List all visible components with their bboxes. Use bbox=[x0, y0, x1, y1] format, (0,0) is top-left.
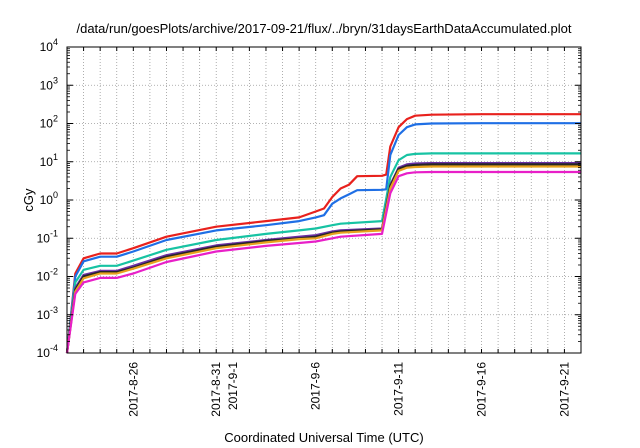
y-tick-exponent: 1 bbox=[53, 152, 58, 162]
y-tick-label: 10-3 bbox=[37, 305, 58, 322]
y-tick-exponent: 0 bbox=[53, 190, 58, 200]
x-tick-label: 2017-9-6 bbox=[309, 362, 323, 410]
y-tick-exponent: -4 bbox=[50, 343, 58, 353]
x-tick-label: 2017-9-1 bbox=[226, 362, 240, 410]
y-tick-base: 10 bbox=[37, 231, 51, 245]
y-tick-label: 10-2 bbox=[37, 267, 58, 284]
series-line bbox=[65, 163, 581, 354]
y-tick-base: 10 bbox=[40, 117, 54, 131]
grid bbox=[67, 47, 581, 353]
y-tick-base: 10 bbox=[40, 155, 54, 169]
y-tick-exponent: 3 bbox=[53, 75, 58, 85]
y-tick-base: 10 bbox=[37, 308, 51, 322]
y-tick-base: 10 bbox=[37, 270, 51, 284]
y-axis-label: cGy bbox=[21, 188, 36, 212]
y-tick-exponent: 2 bbox=[53, 114, 58, 124]
x-tick-label: 2017-8-31 bbox=[209, 362, 223, 417]
y-tick-base: 10 bbox=[40, 40, 54, 54]
series-line bbox=[65, 170, 581, 354]
y-tick-label: 100 bbox=[40, 190, 58, 207]
plot-frame bbox=[66, 46, 582, 354]
series-line bbox=[65, 162, 581, 354]
series-group bbox=[65, 113, 581, 354]
x-tick-label: 2017-9-21 bbox=[557, 362, 571, 417]
y-tick-base: 10 bbox=[37, 346, 51, 360]
x-tick-label: 2017-9-11 bbox=[392, 362, 406, 416]
series-line bbox=[65, 113, 581, 354]
y-tick-label: 102 bbox=[40, 114, 58, 131]
x-axis-label: Coordinated Universal Time (UTC) bbox=[224, 430, 423, 445]
y-tick-base: 10 bbox=[40, 78, 54, 92]
y-tick-base: 10 bbox=[40, 193, 54, 207]
y-tick-label: 10-1 bbox=[37, 228, 58, 245]
x-tick-label: 2017-8-26 bbox=[126, 362, 140, 417]
y-tick-label: 104 bbox=[40, 37, 58, 54]
chart-title: /data/run/goesPlots/archive/2017-09-21/f… bbox=[76, 21, 571, 36]
y-tick-exponent: -3 bbox=[50, 305, 58, 315]
y-tick-label: 101 bbox=[40, 152, 58, 169]
x-tick-label: 2017-9-16 bbox=[475, 362, 489, 417]
y-tick-exponent: -2 bbox=[50, 267, 58, 277]
series-line bbox=[65, 122, 581, 354]
series-line bbox=[65, 165, 581, 354]
y-tick-label: 103 bbox=[40, 75, 58, 92]
axis-ticks: 10-410-310-210-11001011021031042017-8-26… bbox=[37, 37, 581, 417]
y-tick-exponent: -1 bbox=[50, 228, 58, 238]
series-line bbox=[65, 152, 581, 354]
y-tick-label: 10-4 bbox=[37, 343, 58, 360]
y-tick-exponent: 4 bbox=[53, 37, 58, 47]
